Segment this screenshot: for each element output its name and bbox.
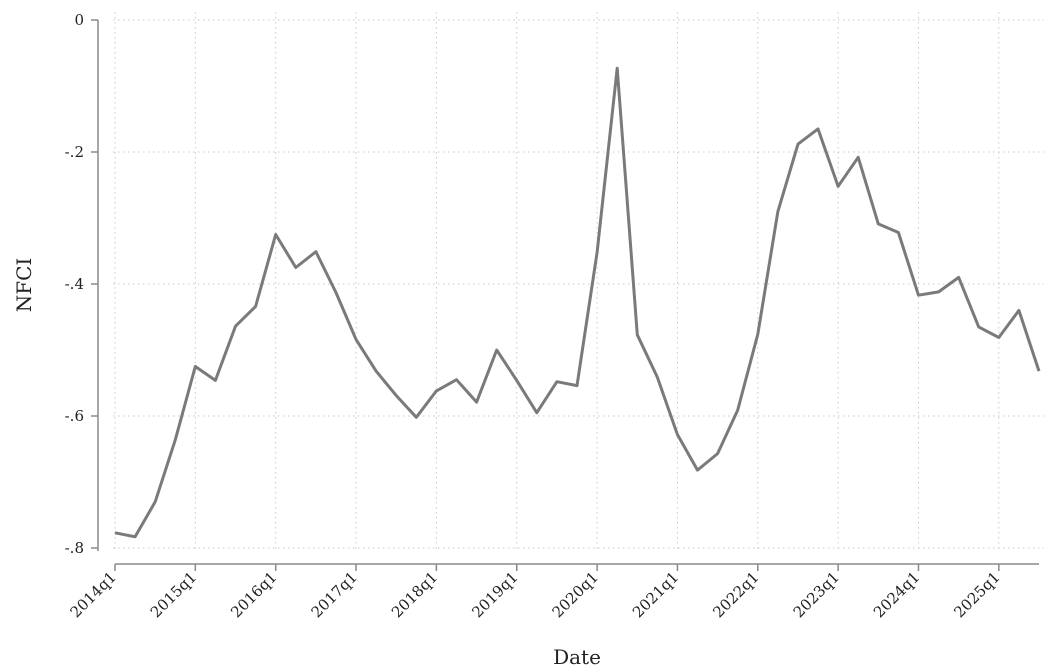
x-axis-title: Date xyxy=(553,645,601,669)
x-tick-label: 2014q1 xyxy=(67,568,120,621)
y-tick-label: -.8 xyxy=(65,539,84,557)
x-ticks: 2014q1 2015q1 2016q1 2017q1 2018q1 2019q1 2020… xyxy=(67,564,1004,621)
x-tick-label: 2016q1 xyxy=(227,568,280,621)
y-ticks: 0 -.2 -.4 -.6 -.8 xyxy=(65,11,98,557)
y-tick-label: -.4 xyxy=(65,275,84,293)
x-tick-label: 2024q1 xyxy=(870,568,923,621)
x-tick-label: 2018q1 xyxy=(388,568,441,621)
x-tick-label: 2025q1 xyxy=(950,568,1003,621)
x-tick-label: 2015q1 xyxy=(147,568,200,621)
x-tick-label: 2022q1 xyxy=(709,568,762,621)
y-tick-label: -.2 xyxy=(65,143,84,161)
x-tick-label: 2021q1 xyxy=(629,568,682,621)
y-axis-title: NFCI xyxy=(12,258,36,313)
axes xyxy=(97,20,1039,565)
x-tick-label: 2017q1 xyxy=(308,568,361,621)
x-tick-label: 2020q1 xyxy=(549,568,602,621)
y-tick-label: 0 xyxy=(74,11,84,29)
x-tick-label: 2019q1 xyxy=(468,568,521,621)
series xyxy=(114,66,1041,539)
series-line-nfci xyxy=(114,66,1041,539)
y-tick-label: -.6 xyxy=(65,407,84,425)
grid xyxy=(113,12,1044,552)
x-tick-label: 2023q1 xyxy=(790,568,843,621)
